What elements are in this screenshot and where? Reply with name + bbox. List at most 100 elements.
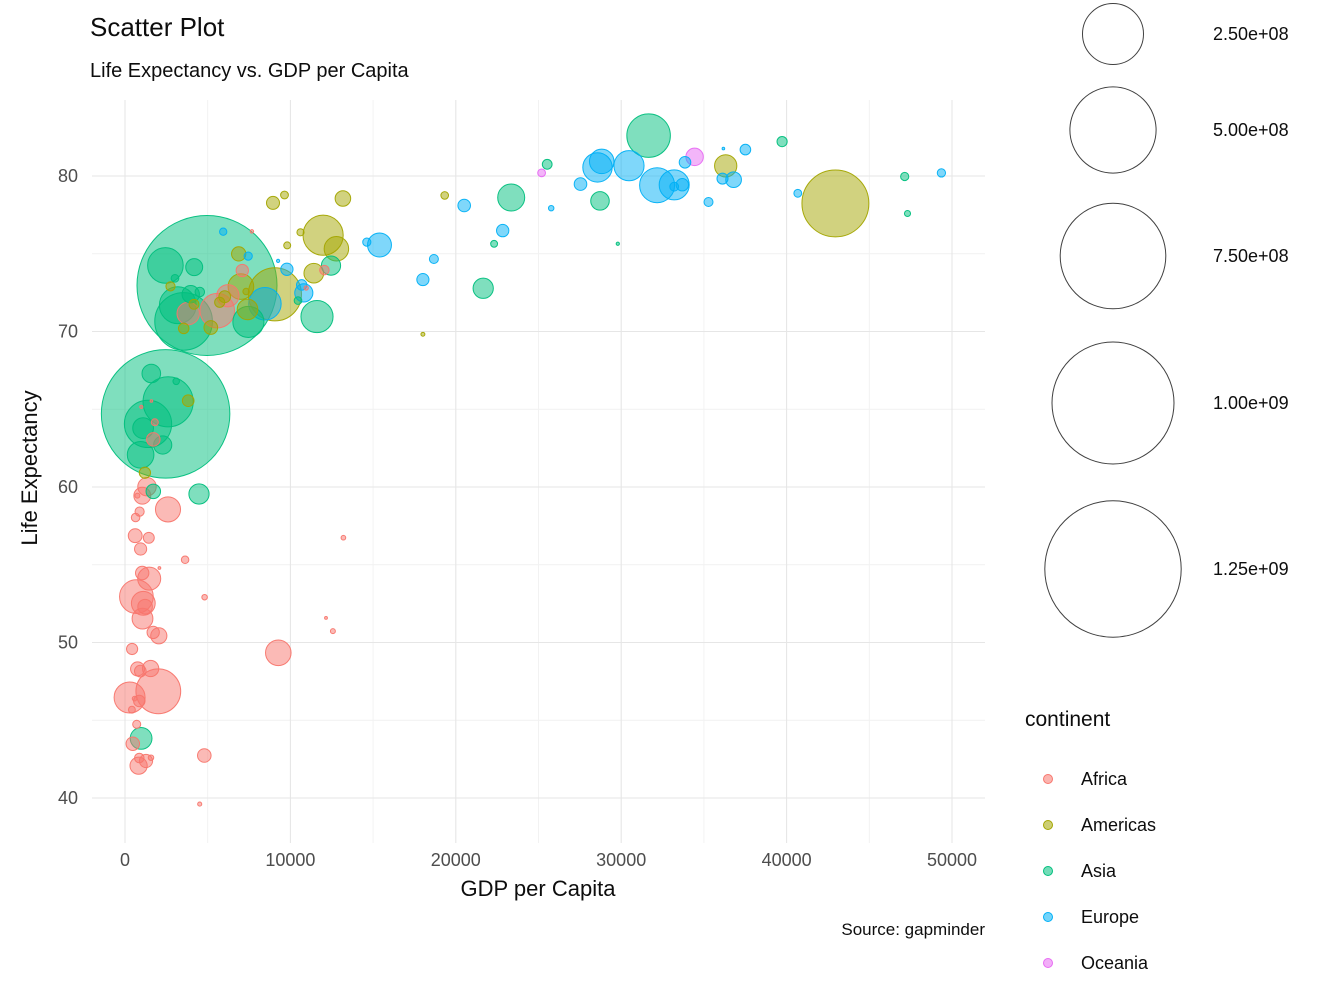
data-point bbox=[324, 615, 328, 620]
data-point bbox=[280, 262, 294, 276]
data-point bbox=[135, 565, 150, 581]
data-point bbox=[678, 156, 692, 169]
legend-dot-icon bbox=[1043, 912, 1053, 922]
data-point bbox=[547, 204, 555, 212]
data-point bbox=[457, 198, 471, 213]
y-tick-label: 40 bbox=[58, 788, 78, 808]
data-point bbox=[132, 719, 142, 729]
data-point bbox=[440, 191, 450, 200]
legend-dot-icon bbox=[1043, 820, 1053, 830]
data-point bbox=[573, 177, 588, 191]
data-point bbox=[721, 146, 726, 151]
data-point bbox=[133, 664, 147, 678]
data-point bbox=[903, 209, 912, 218]
size-legend-circle bbox=[1044, 500, 1182, 638]
data-point bbox=[420, 331, 426, 337]
data-point bbox=[243, 251, 253, 261]
legend-entry-label: Africa bbox=[1081, 768, 1128, 789]
data-point bbox=[130, 512, 141, 523]
data-point bbox=[497, 183, 526, 212]
continent-legend-title: continent bbox=[1025, 708, 1111, 731]
data-point bbox=[936, 168, 947, 178]
data-point bbox=[145, 483, 162, 500]
legend-entry-oceania: Oceania bbox=[1025, 940, 1325, 986]
legend-entry-label: Oceania bbox=[1081, 952, 1149, 973]
legend-entry-label: Asia bbox=[1081, 860, 1117, 881]
y-axis-title: Life Expectancy bbox=[17, 390, 42, 546]
data-point bbox=[296, 228, 305, 237]
data-point bbox=[236, 298, 259, 321]
legend-entry-label: Americas bbox=[1081, 814, 1157, 835]
data-point bbox=[776, 136, 788, 148]
data-point bbox=[626, 113, 671, 158]
data-point bbox=[716, 172, 729, 185]
chart-subtitle: Life Expectancy vs. GDP per Capita bbox=[90, 60, 409, 82]
size-legend-label: 2.50e+08 bbox=[1213, 24, 1289, 44]
data-point bbox=[188, 298, 200, 310]
x-tick-label: 20000 bbox=[431, 850, 481, 870]
data-point bbox=[165, 281, 176, 292]
data-point bbox=[125, 736, 141, 751]
data-point bbox=[293, 296, 303, 305]
data-point bbox=[362, 237, 372, 247]
size-legend-circle bbox=[1082, 3, 1144, 65]
data-point bbox=[537, 168, 547, 178]
data-point bbox=[490, 239, 499, 248]
source-caption: Source: gapminder bbox=[841, 920, 985, 939]
x-axis-title: GDP per Capita bbox=[460, 876, 616, 901]
data-point bbox=[138, 466, 152, 479]
y-tick-label: 60 bbox=[58, 477, 78, 497]
data-point bbox=[416, 273, 430, 287]
data-point bbox=[669, 181, 680, 192]
data-point bbox=[276, 258, 281, 263]
legend-entry-americas: Americas bbox=[1025, 802, 1325, 848]
size-legend: 2.50e+08 5.00e+08 7.50e+08 1.00e+09 1.25e+09 bbox=[1044, 3, 1289, 638]
data-point bbox=[231, 246, 247, 262]
data-point bbox=[146, 625, 160, 640]
data-point bbox=[146, 432, 161, 447]
data-point bbox=[334, 190, 352, 207]
data-point bbox=[194, 286, 206, 298]
data-point bbox=[265, 639, 292, 667]
data-point bbox=[172, 377, 180, 386]
data-point bbox=[154, 496, 182, 523]
size-legend-label: 7.50e+08 bbox=[1213, 246, 1289, 266]
x-tick-label: 0 bbox=[120, 850, 130, 870]
x-tick-label: 10000 bbox=[265, 850, 315, 870]
data-point bbox=[496, 223, 510, 238]
data-point bbox=[300, 300, 334, 334]
data-point bbox=[131, 695, 138, 702]
data-point bbox=[150, 418, 159, 427]
data-point bbox=[139, 404, 144, 410]
data-point bbox=[472, 277, 494, 299]
data-point bbox=[739, 143, 752, 156]
data-point bbox=[214, 296, 226, 308]
data-point bbox=[134, 542, 148, 556]
size-legend-circle bbox=[1059, 202, 1167, 310]
data-point bbox=[235, 263, 249, 278]
legend-entry-label: Europe bbox=[1081, 906, 1140, 927]
data-point bbox=[703, 196, 714, 208]
data-point bbox=[181, 394, 195, 408]
size-legend-label: 1.25e+09 bbox=[1213, 559, 1289, 579]
data-point bbox=[180, 555, 190, 565]
data-point bbox=[126, 440, 155, 469]
data-point bbox=[340, 534, 347, 541]
data-point bbox=[242, 287, 250, 296]
size-legend-label: 5.00e+08 bbox=[1213, 120, 1289, 140]
x-tick-label: 30000 bbox=[596, 850, 646, 870]
data-point bbox=[588, 148, 615, 175]
data-point bbox=[188, 483, 210, 505]
data-point bbox=[265, 195, 281, 210]
data-point bbox=[142, 531, 155, 544]
size-legend-label: 1.00e+09 bbox=[1213, 393, 1289, 413]
data-point bbox=[249, 229, 255, 234]
data-point bbox=[280, 190, 289, 200]
data-point bbox=[127, 705, 136, 714]
data-point bbox=[137, 598, 153, 615]
y-tick-label: 50 bbox=[58, 633, 78, 653]
data-point bbox=[149, 399, 154, 403]
data-point bbox=[203, 320, 219, 335]
data-point bbox=[541, 158, 553, 170]
x-tick-label: 40000 bbox=[762, 850, 812, 870]
